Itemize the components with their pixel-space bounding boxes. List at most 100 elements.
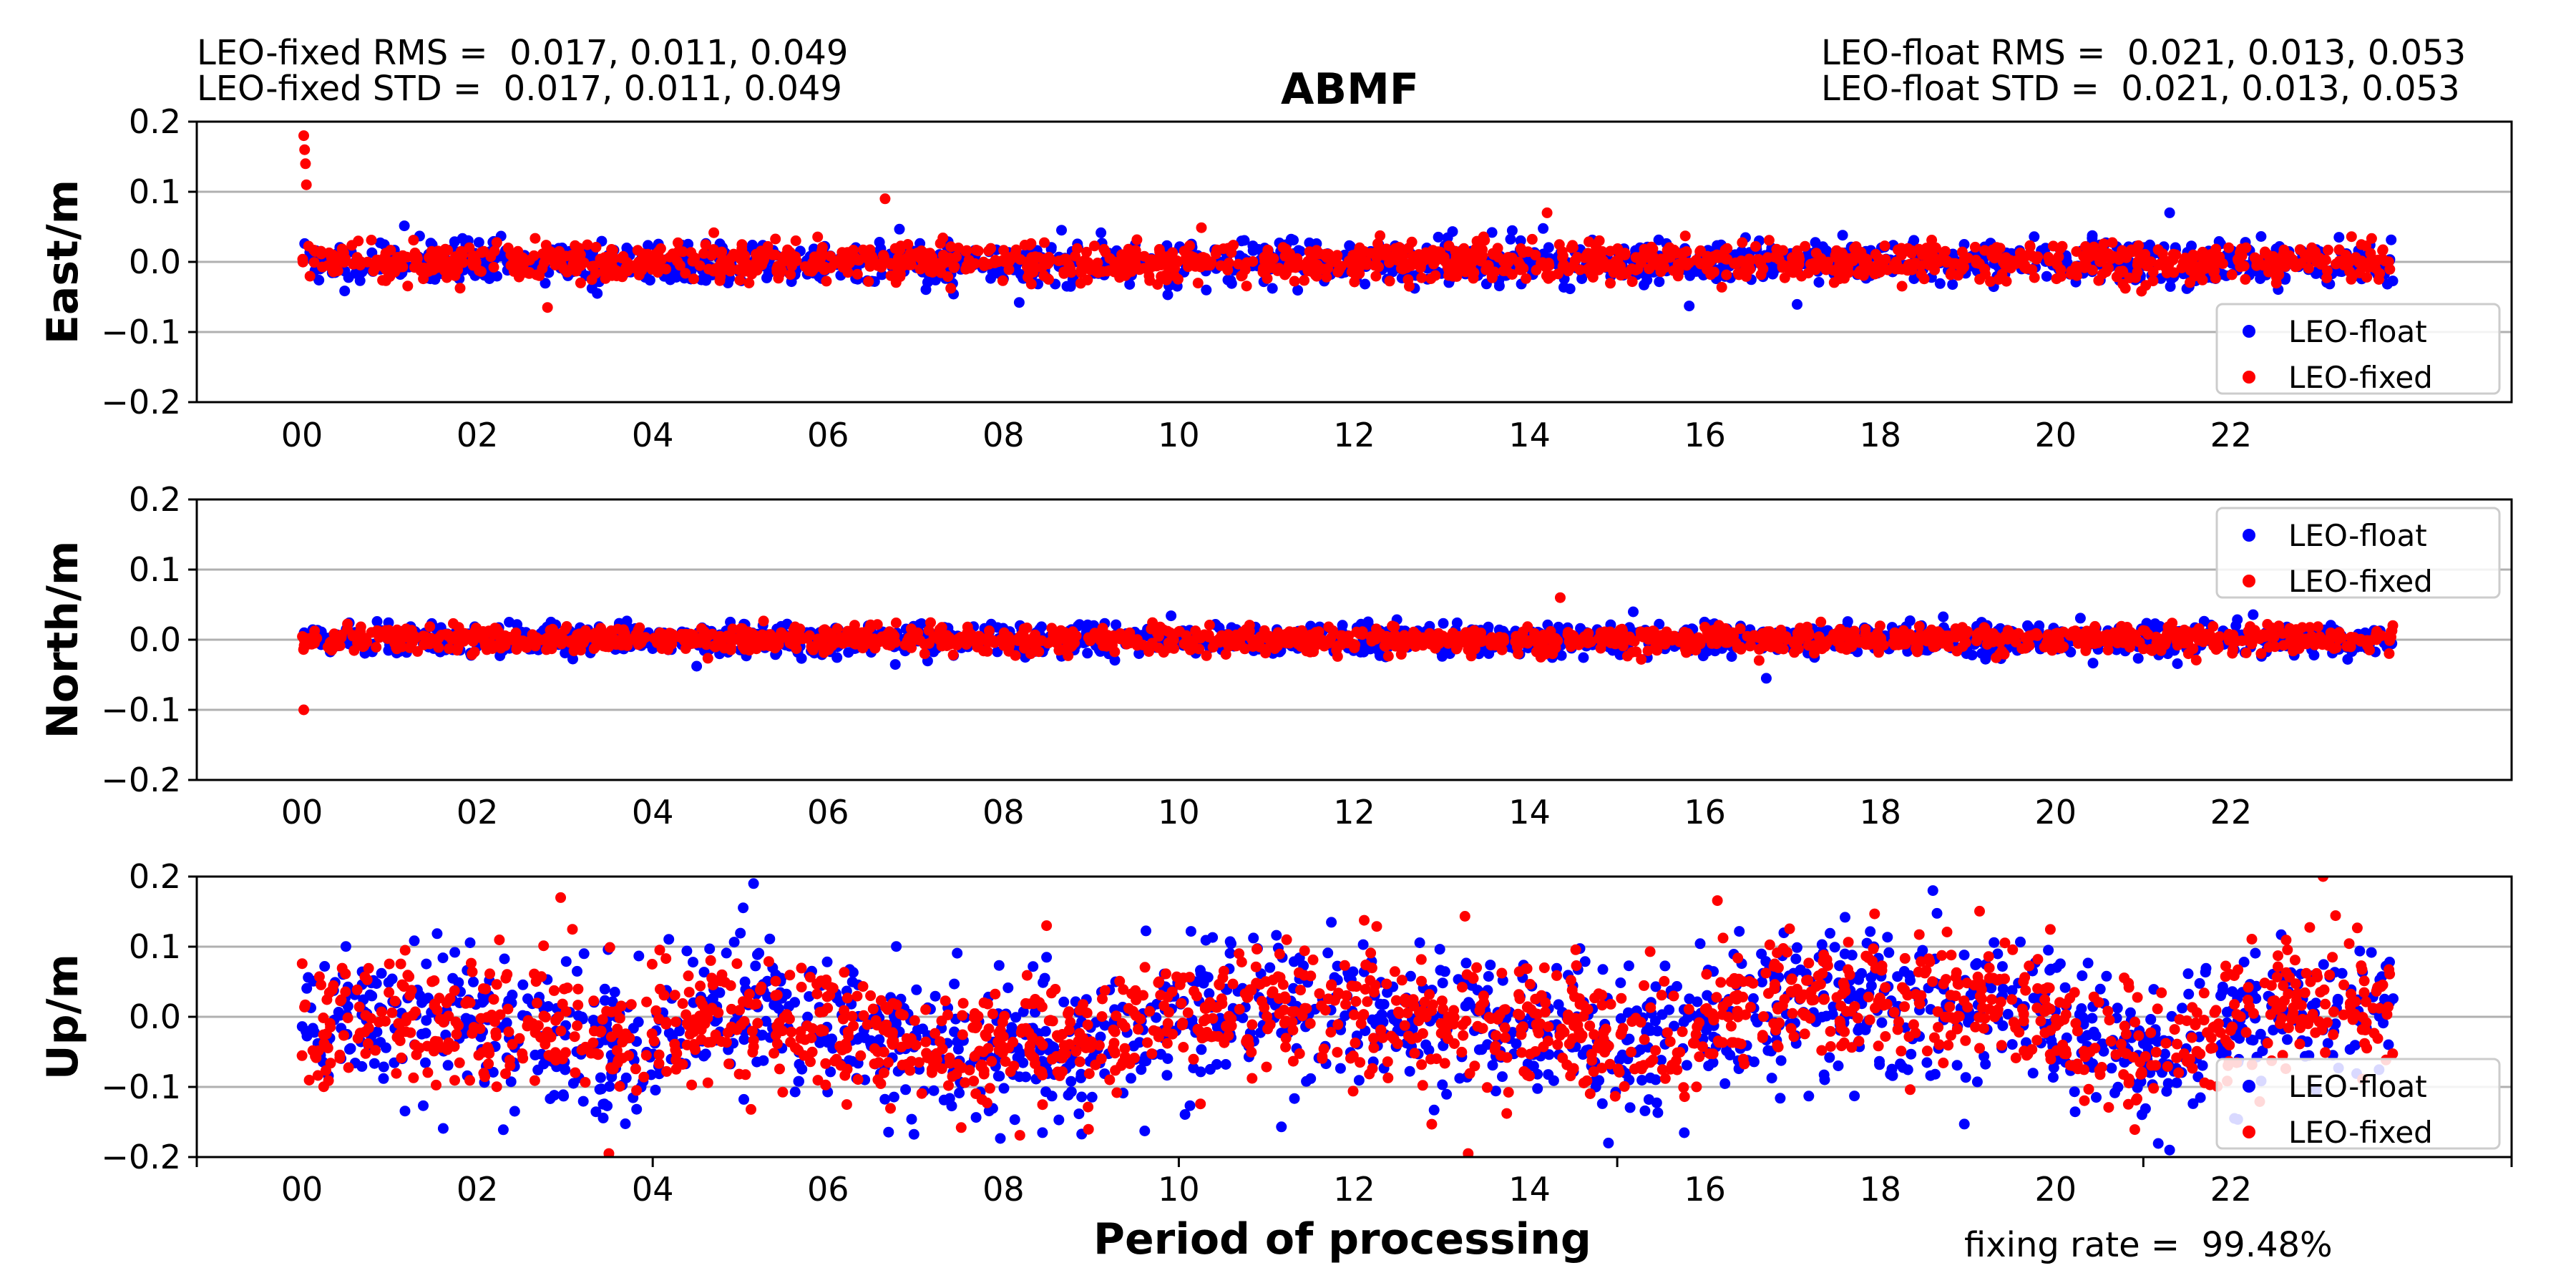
data-point bbox=[2202, 259, 2214, 270]
data-point bbox=[1013, 297, 1025, 308]
data-point bbox=[694, 260, 706, 271]
data-point bbox=[1210, 248, 1221, 260]
data-point bbox=[2273, 269, 2285, 280]
data-point bbox=[866, 250, 877, 262]
data-point bbox=[653, 246, 664, 258]
data-point bbox=[1641, 245, 1652, 257]
data-point bbox=[2167, 248, 2179, 260]
data-point bbox=[2361, 240, 2371, 252]
data-point bbox=[1874, 267, 1885, 278]
data-point bbox=[1404, 280, 1415, 292]
data-point bbox=[1654, 276, 1665, 288]
data-point bbox=[708, 227, 720, 238]
data-point bbox=[2210, 273, 2221, 284]
data-point bbox=[1748, 630, 1760, 641]
data-point bbox=[836, 253, 847, 264]
data-point bbox=[1133, 648, 1145, 659]
data-point bbox=[1721, 269, 1732, 280]
data-point bbox=[2240, 273, 2251, 285]
data-point bbox=[997, 275, 1008, 286]
data-point bbox=[1442, 232, 1453, 243]
data-point bbox=[1716, 281, 1727, 293]
data-point bbox=[763, 268, 774, 279]
data-point bbox=[399, 220, 410, 232]
data-point bbox=[1842, 616, 1853, 628]
data-point bbox=[575, 277, 586, 288]
data-point bbox=[1543, 260, 1555, 271]
chart-title: ABMF bbox=[1281, 64, 1419, 114]
float-std-label: LEO-float STD = 0.021, 0.013, 0.053 bbox=[1821, 69, 2460, 109]
data-point bbox=[1530, 249, 1541, 260]
data-point bbox=[647, 262, 658, 273]
data-point bbox=[2350, 252, 2361, 263]
data-point bbox=[1719, 244, 1731, 255]
data-point bbox=[592, 288, 603, 299]
data-point bbox=[606, 244, 618, 255]
data-point bbox=[1515, 235, 1526, 246]
data-point bbox=[1357, 247, 1368, 258]
data-point bbox=[1468, 273, 1479, 284]
data-point bbox=[636, 265, 648, 276]
data-point bbox=[1430, 270, 1441, 281]
data-point bbox=[2087, 265, 2098, 275]
data-point bbox=[1285, 233, 1297, 245]
data-point bbox=[2152, 623, 2163, 634]
data-point bbox=[1024, 239, 1035, 250]
data-point bbox=[636, 248, 648, 259]
data-point bbox=[1483, 260, 1494, 271]
x-tick-label: 02 bbox=[457, 793, 499, 831]
data-point bbox=[2255, 231, 2267, 242]
data-point bbox=[2288, 645, 2299, 657]
data-point bbox=[1131, 234, 1143, 245]
data-point bbox=[565, 250, 577, 261]
data-point bbox=[2088, 241, 2099, 253]
data-point bbox=[1124, 279, 1136, 290]
data-point bbox=[985, 273, 996, 284]
data-point bbox=[2186, 240, 2197, 252]
data-point bbox=[1800, 240, 1811, 252]
data-point bbox=[751, 257, 762, 268]
data-point bbox=[409, 262, 420, 273]
data-point bbox=[2331, 258, 2341, 270]
data-point bbox=[2270, 278, 2282, 289]
data-point bbox=[1143, 646, 1154, 657]
data-point bbox=[1810, 237, 1821, 248]
x-tick-label: 00 bbox=[281, 416, 323, 454]
data-point bbox=[1854, 253, 1865, 263]
data-point bbox=[1093, 267, 1104, 278]
data-point bbox=[1934, 278, 1946, 289]
data-point bbox=[1802, 268, 1814, 279]
data-point bbox=[1546, 270, 1557, 282]
data-point bbox=[1735, 623, 1746, 635]
x-tick-label: 12 bbox=[1333, 793, 1375, 831]
data-point bbox=[1506, 269, 1518, 280]
data-point bbox=[1312, 259, 1323, 270]
data-point bbox=[1755, 269, 1767, 280]
data-point bbox=[2057, 240, 2068, 252]
data-point bbox=[1043, 252, 1055, 263]
data-point bbox=[904, 256, 915, 268]
data-point bbox=[1443, 240, 1455, 252]
data-point bbox=[411, 253, 423, 264]
data-point bbox=[1201, 284, 1212, 296]
data-point bbox=[945, 283, 957, 294]
data-point bbox=[1443, 270, 1454, 281]
data-point bbox=[1262, 244, 1274, 255]
data-point bbox=[1236, 270, 1248, 281]
data-point bbox=[379, 262, 390, 273]
data-point bbox=[1651, 257, 1662, 268]
data-point bbox=[1430, 255, 1442, 266]
data-point bbox=[1039, 237, 1050, 248]
data-point bbox=[2197, 246, 2208, 258]
data-point bbox=[1974, 273, 1986, 285]
data-point bbox=[1345, 240, 1356, 252]
data-point bbox=[1904, 615, 1916, 626]
data-point bbox=[999, 256, 1010, 268]
data-point bbox=[332, 265, 343, 276]
data-point bbox=[1762, 252, 1773, 263]
data-point bbox=[2135, 249, 2146, 260]
data-point bbox=[1197, 252, 1209, 263]
data-point bbox=[1708, 251, 1719, 262]
data-point bbox=[1833, 273, 1845, 285]
